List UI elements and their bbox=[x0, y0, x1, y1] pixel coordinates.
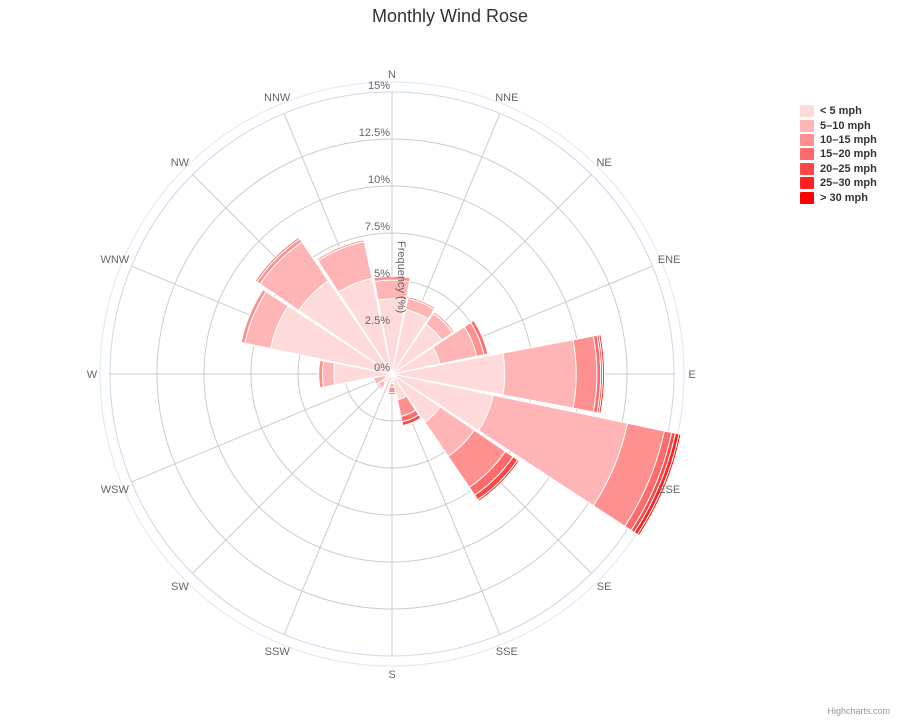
bar-segment-n bbox=[373, 275, 411, 283]
bar-segment-wnw bbox=[240, 288, 267, 344]
legend-label: 25–30 mph bbox=[820, 177, 877, 190]
legend-swatch bbox=[800, 177, 814, 190]
legend-label: > 30 mph bbox=[820, 191, 868, 204]
bar-segment-s bbox=[387, 391, 397, 396]
direction-label-ssw: SSW bbox=[265, 646, 291, 658]
legend-item[interactable]: 25–30 mph bbox=[800, 176, 877, 190]
bar-segment-e bbox=[572, 335, 598, 413]
bar-segment-nnw bbox=[316, 239, 365, 262]
bar-segment-nw bbox=[254, 236, 301, 283]
legend-item[interactable]: 15–20 mph bbox=[800, 147, 877, 161]
direction-label-w: W bbox=[87, 369, 98, 381]
direction-label-wsw: WSW bbox=[101, 484, 130, 496]
bar-segment-sse bbox=[401, 414, 422, 427]
direction-label-s: S bbox=[388, 669, 395, 681]
legend-item[interactable]: 5–10 mph bbox=[800, 118, 877, 132]
radial-tick-label: 7.5% bbox=[365, 221, 390, 233]
radial-tick-label: 12.5% bbox=[359, 127, 390, 139]
radial-tick-label: 2.5% bbox=[365, 315, 390, 327]
legend-swatch bbox=[800, 105, 814, 118]
legend-label: 5–10 mph bbox=[820, 119, 871, 132]
legend-item[interactable]: > 30 mph bbox=[800, 190, 877, 204]
bar-segment-ene bbox=[469, 319, 489, 356]
direction-label-wnw: WNW bbox=[100, 254, 129, 266]
direction-label-ne: NE bbox=[596, 157, 611, 169]
direction-label-nne: NNE bbox=[495, 92, 518, 104]
legend-label: < 5 mph bbox=[820, 105, 862, 118]
bar-segment-se bbox=[477, 459, 521, 503]
direction-label-ese: ESE bbox=[658, 484, 680, 496]
spoke-line bbox=[283, 373, 393, 635]
direction-label-ene: ENE bbox=[658, 254, 681, 266]
legend-label: 15–20 mph bbox=[820, 148, 877, 161]
legend-label: 10–15 mph bbox=[820, 133, 877, 146]
legend-item[interactable]: 10–15 mph bbox=[800, 133, 877, 147]
radial-tick-label: 15% bbox=[368, 80, 390, 92]
bar-segment-nne bbox=[407, 296, 436, 311]
direction-label-n: N bbox=[388, 69, 396, 81]
legend-swatch bbox=[800, 162, 814, 175]
wind-bars bbox=[240, 236, 682, 537]
bar-segment-s bbox=[387, 386, 397, 394]
direction-label-se: SE bbox=[597, 581, 612, 593]
bar-segment-w bbox=[318, 359, 325, 389]
radial-tick-label: 5% bbox=[374, 268, 390, 280]
legend-item[interactable]: 20–25 mph bbox=[800, 162, 877, 176]
credits-link[interactable]: Highcharts.com bbox=[827, 706, 890, 716]
bar-segment-w bbox=[321, 360, 336, 388]
legend-item[interactable]: < 5 mph bbox=[800, 104, 877, 118]
spoke-line bbox=[192, 373, 393, 574]
spoke-line bbox=[131, 373, 393, 483]
bar-segment-ne bbox=[432, 311, 455, 334]
radial-axis-title: Frequency (%) bbox=[395, 241, 407, 313]
legend-swatch bbox=[800, 133, 814, 146]
legend-swatch bbox=[800, 119, 814, 132]
direction-label-e: E bbox=[688, 369, 695, 381]
direction-label-sse: SSE bbox=[496, 646, 518, 658]
bar-segment-e bbox=[598, 334, 605, 414]
radial-tick-label: 0% bbox=[374, 362, 390, 374]
radial-tick-label: 10% bbox=[368, 174, 390, 186]
bar-segment-e bbox=[502, 339, 577, 409]
bar-segment-ese bbox=[636, 433, 682, 537]
axis-labels: 0% 2.5% 5% 7.5% 10% 12.5% 15% Frequency (%) N NNE… bbox=[87, 69, 696, 681]
legend-swatch bbox=[800, 148, 814, 161]
legend-swatch bbox=[800, 191, 814, 204]
chart-title: Monthly Wind Rose bbox=[371, 6, 529, 26]
legend: < 5 mph 5–10 mph 10–15 mph 15–20 mph 20–25 m… bbox=[800, 104, 877, 205]
direction-label-nw: NW bbox=[171, 157, 190, 169]
direction-label-nnw: NNW bbox=[264, 92, 291, 104]
direction-label-sw: SW bbox=[171, 581, 189, 593]
legend-label: 20–25 mph bbox=[820, 162, 877, 175]
pane-ring bbox=[99, 81, 685, 667]
